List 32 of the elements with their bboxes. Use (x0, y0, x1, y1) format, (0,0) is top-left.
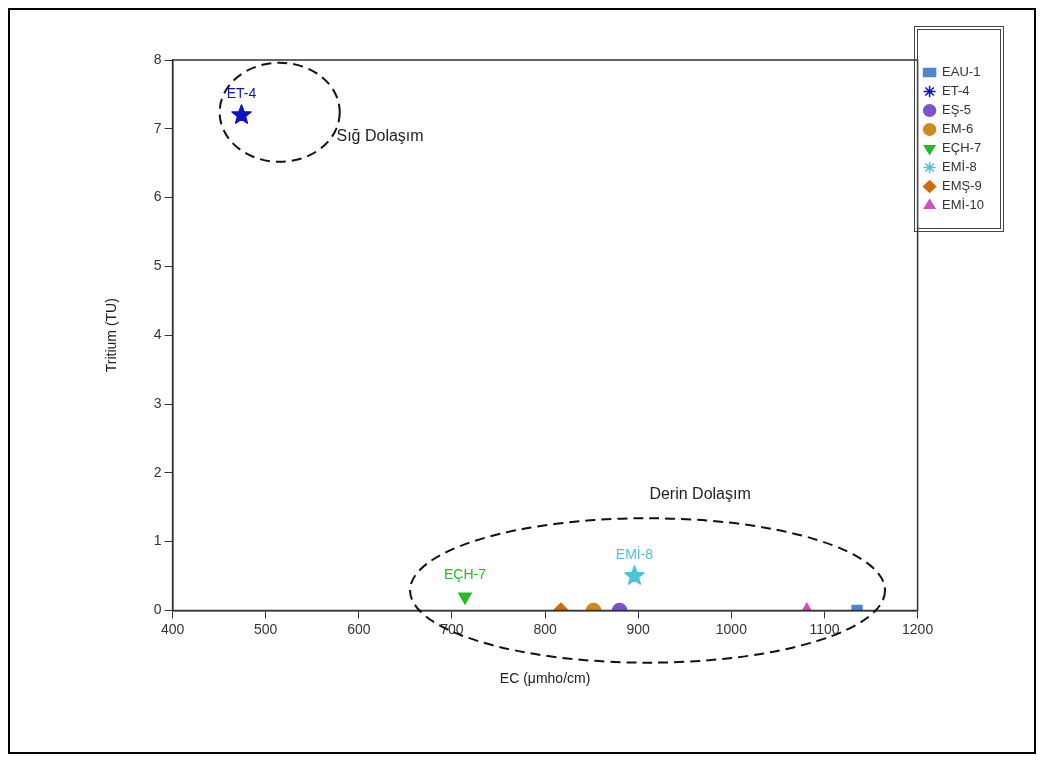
legend-label: EM-6 (942, 121, 974, 137)
x-tick-label: 600 (347, 620, 371, 637)
y-tick-label: 5 (153, 257, 162, 274)
annotation: Sığ Dolaşım (336, 127, 424, 145)
y-tick-label: 4 (153, 326, 162, 343)
y-tick-label: 0 (153, 601, 162, 618)
annotation: EMİ-8 (615, 544, 654, 562)
legend-label: EÇH-7 (942, 140, 982, 156)
legend-label: ET-4 (942, 83, 970, 99)
x-tick-label: 1200 (902, 620, 934, 637)
legend-label: EMİ-10 (942, 197, 985, 213)
x-tick-label: 800 (533, 620, 557, 637)
legend-label: EŞ-5 (942, 102, 972, 118)
x-tick-label: 500 (254, 620, 278, 637)
legend-label: EMŞ-9 (942, 178, 982, 194)
y-tick-label: 6 (153, 188, 162, 205)
y-tick-label: 2 (153, 463, 162, 480)
legend-label: EAU-1 (942, 64, 981, 80)
annotation: Derin Dolaşım (649, 485, 751, 503)
annotation: ET-4 (226, 84, 257, 101)
x-tick-label: 1000 (715, 620, 748, 637)
x-tick-label: 1100 (809, 620, 840, 637)
x-axis-title: EC (μmho/cm) (499, 670, 591, 687)
y-tick-label: 7 (153, 119, 162, 136)
y-tick-label: 1 (153, 532, 162, 549)
legend-label: EMİ-8 (942, 159, 977, 175)
x-tick-label: 400 (160, 620, 185, 637)
y-axis-title: Tritium (TU) (103, 298, 120, 373)
y-tick-label: 8 (153, 50, 162, 67)
annotation: EÇH-7 (444, 566, 487, 583)
y-tick-label: 3 (153, 394, 162, 411)
x-tick-label: 900 (626, 620, 651, 637)
